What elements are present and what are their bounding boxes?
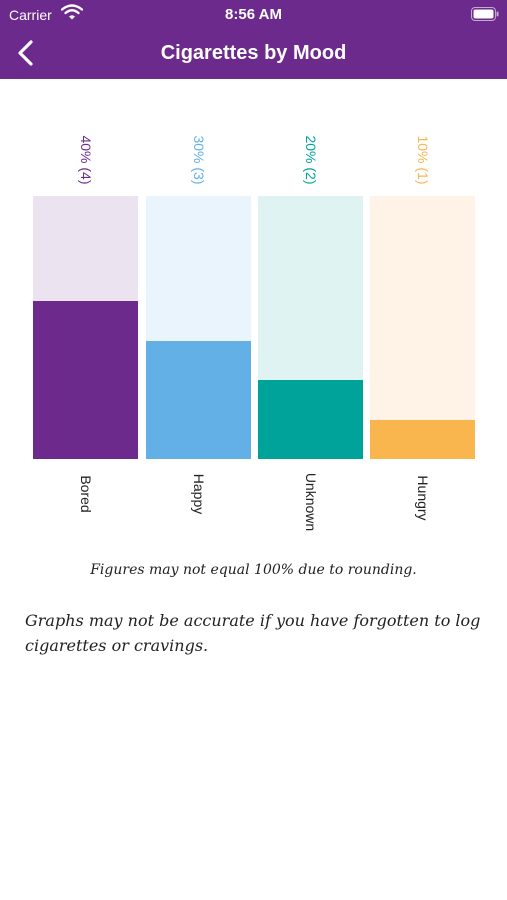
nav-header: Carrier 8:56 AM Cigarettes by Mood: [0, 0, 507, 79]
bar-bored: [33, 301, 138, 459]
wifi-icon: [61, 4, 83, 20]
carrier-label: Carrier: [9, 7, 52, 23]
value-label-bored: 40% (4): [77, 135, 94, 185]
bar-hungry: [370, 419, 475, 459]
bar-happy: [146, 340, 251, 459]
value-label-unknown: 20% (2): [302, 135, 319, 185]
category-label-happy: Happy: [190, 473, 207, 515]
page-title: Cigarettes by Mood: [160, 42, 347, 64]
value-label-hungry: 10% (1): [414, 135, 431, 185]
accuracy-note: Graphs may not be accurate if you have f…: [25, 611, 481, 655]
category-label-hungry: Hungry: [414, 475, 431, 521]
back-button[interactable]: [12, 38, 40, 68]
battery-icon: [471, 7, 499, 21]
bar-track-hungry: [370, 196, 475, 459]
clock: 8:56 AM: [225, 6, 282, 23]
category-label-unknown: Unknown: [302, 472, 319, 532]
mood-bar-chart: 40% (4) Bored 30% (3) Happy 20% (2) Unknown 10…: [0, 79, 507, 559]
value-label-happy: 30% (3): [190, 135, 207, 185]
rounding-note: Figures may not equal 100% due to roundi…: [90, 562, 417, 578]
category-label-bored: Bored: [77, 475, 94, 513]
chevron-left-icon: [18, 40, 33, 66]
bar-unknown: [258, 380, 363, 459]
